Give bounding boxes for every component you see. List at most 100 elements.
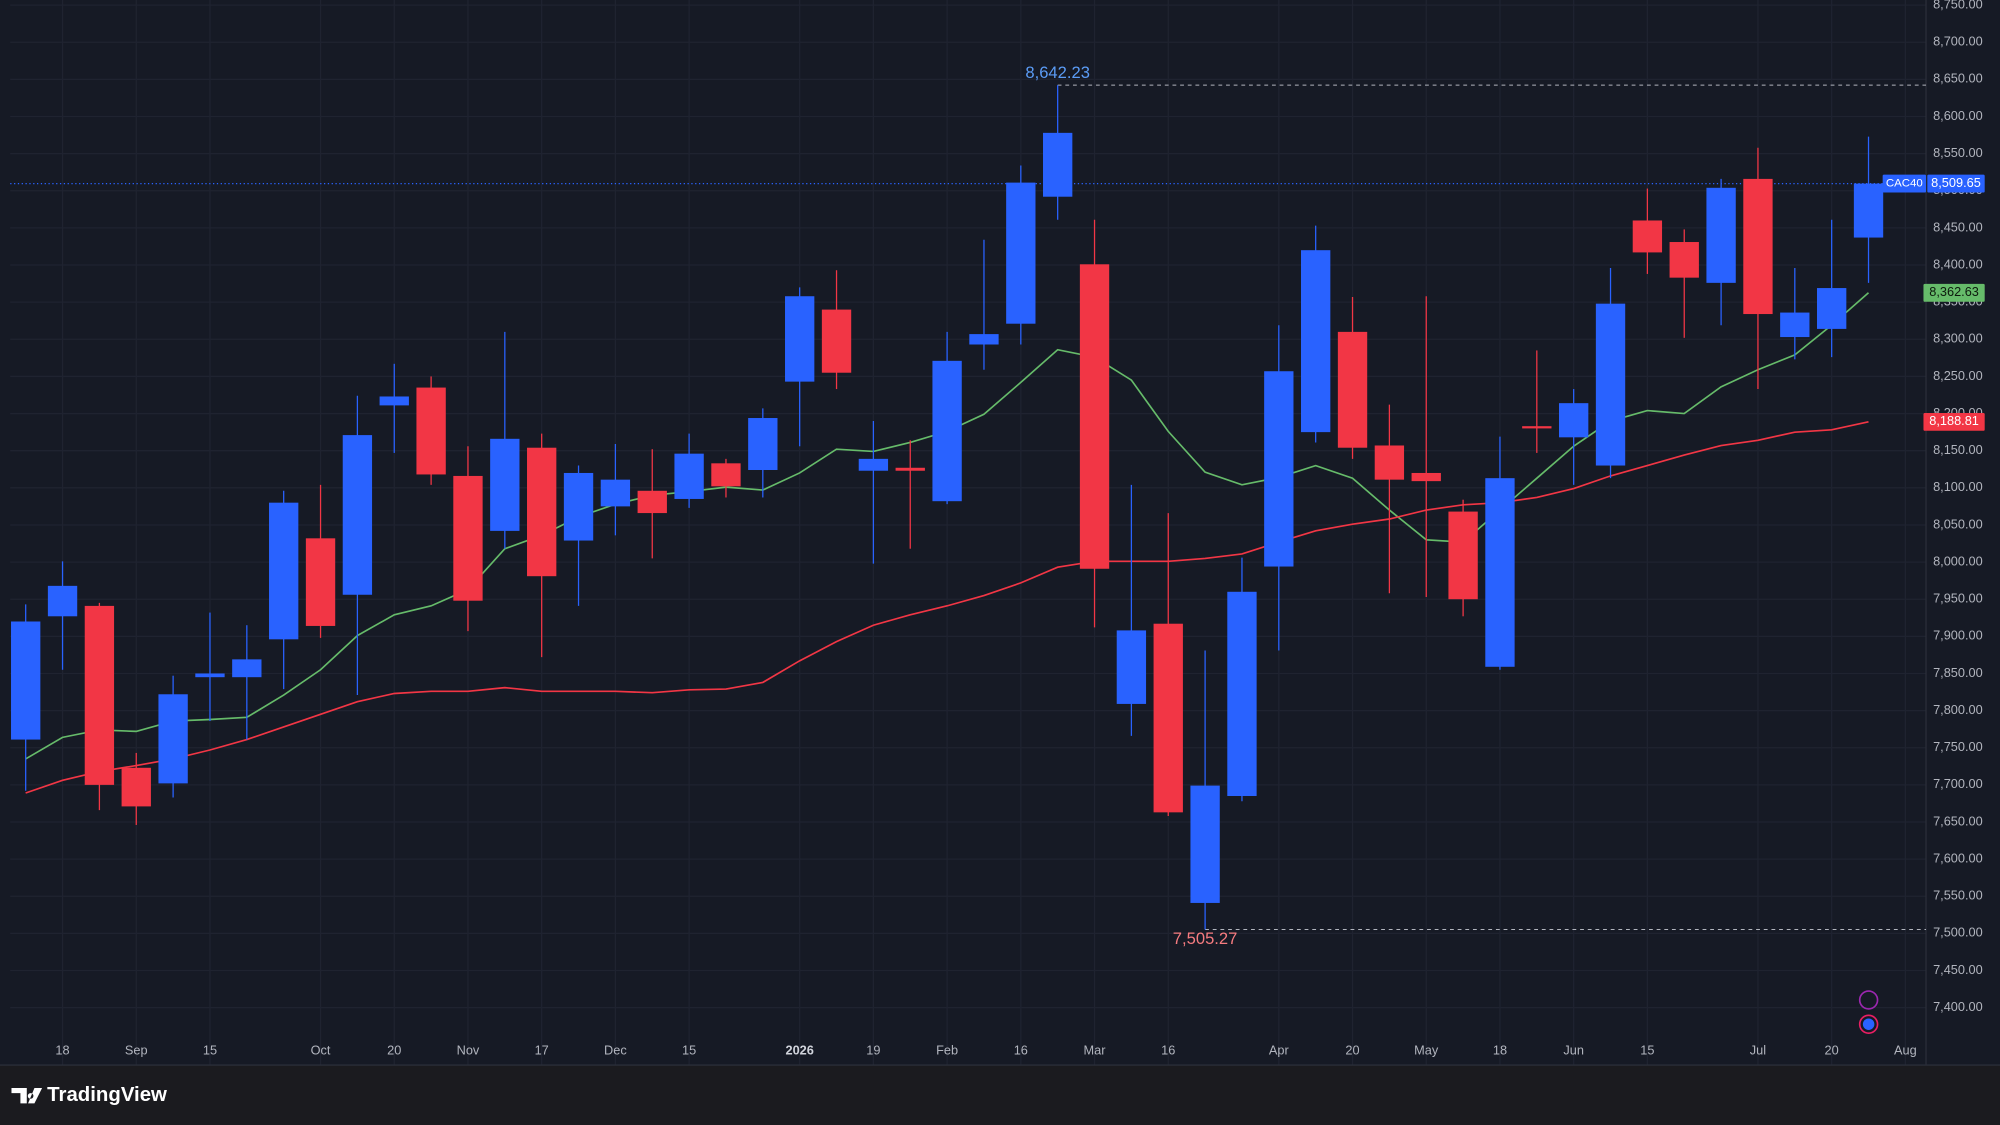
- candle-body: [1227, 591, 1257, 797]
- x-tick-label: Sep: [125, 1042, 148, 1057]
- x-tick-label: May: [1414, 1042, 1439, 1057]
- candle-body: [1006, 182, 1036, 324]
- x-tick-label: Nov: [457, 1042, 480, 1057]
- x-tick-label: Apr: [1269, 1042, 1290, 1057]
- candle-body: [785, 296, 815, 382]
- x-tick-label: Feb: [936, 1042, 958, 1057]
- x-tick-label: 15: [682, 1042, 696, 1057]
- y-tick-label: 8,300.00: [1933, 331, 1983, 346]
- high-annotation: 8,642.23: [1025, 63, 1090, 82]
- y-tick-label: 7,450.00: [1933, 962, 1983, 977]
- y-tick-label: 8,650.00: [1933, 71, 1983, 86]
- y-tick-label: 7,550.00: [1933, 888, 1983, 903]
- low-annotation: 7,505.27: [1173, 929, 1238, 948]
- candle-body: [1337, 331, 1368, 448]
- candle-body: [674, 453, 704, 499]
- x-tick-label: 17: [535, 1042, 549, 1057]
- candle-body: [1153, 623, 1183, 813]
- candle-body: [1374, 445, 1405, 480]
- candle-body: [711, 463, 741, 487]
- candle-body: [47, 585, 78, 617]
- y-tick-label: 7,400.00: [1933, 999, 1983, 1014]
- y-tick-label: 7,950.00: [1933, 591, 1983, 606]
- icon[interactable]: [1858, 990, 1879, 1010]
- candle-body: [1743, 178, 1773, 315]
- candle-body: [969, 334, 999, 345]
- x-tick-label: Mar: [1084, 1042, 1107, 1057]
- y-tick-label: 8,450.00: [1933, 219, 1983, 234]
- y-tick-label: 7,800.00: [1933, 702, 1983, 717]
- candle-body: [1190, 785, 1220, 903]
- x-tick-label: 18: [55, 1042, 69, 1057]
- icon[interactable]: [1858, 1014, 1879, 1034]
- symbol-label: CAC40: [1886, 178, 1923, 190]
- y-tick-label: 7,500.00: [1933, 925, 1983, 940]
- candle-body: [1116, 630, 1147, 704]
- candle-body: [1301, 250, 1331, 433]
- candle-body: [1448, 511, 1478, 600]
- y-tick-label: 8,150.00: [1933, 442, 1983, 457]
- y-tick-label: 7,750.00: [1933, 739, 1983, 754]
- y-tick-label: 7,600.00: [1933, 851, 1983, 866]
- ma-label: 8,188.81: [1929, 413, 1979, 428]
- candle-body: [1853, 183, 1884, 238]
- price-tag: [1927, 174, 1985, 193]
- symbol-tag: [1882, 174, 1927, 193]
- candle-body: [1816, 288, 1847, 329]
- y-tick-label: 8,100.00: [1933, 479, 1983, 494]
- ma-label: 8,362.63: [1929, 284, 1979, 299]
- x-tick-label: Dec: [604, 1042, 627, 1057]
- candle-body: [600, 479, 631, 507]
- candle-body: [11, 621, 41, 740]
- x-tick-label: 20: [387, 1042, 401, 1057]
- x-tick-label: Aug: [1894, 1042, 1917, 1057]
- y-tick-label: 8,050.00: [1933, 516, 1983, 531]
- y-tick-label: 8,250.00: [1933, 368, 1983, 383]
- logo-icon: [11, 1088, 43, 1104]
- brand: TradingView: [47, 1084, 167, 1106]
- candle-body: [416, 387, 446, 475]
- candle-body: [1264, 371, 1294, 567]
- x-tick-label: 16: [1161, 1042, 1175, 1057]
- candle-body: [858, 458, 889, 471]
- candle-body: [563, 472, 594, 541]
- x-tick-label: 20: [1345, 1042, 1359, 1057]
- candle-body: [1079, 264, 1110, 569]
- candle-body: [932, 360, 962, 502]
- y-tick-label: 8,000.00: [1933, 553, 1983, 568]
- candle-body: [342, 435, 373, 595]
- y-tick-label: 7,900.00: [1933, 628, 1983, 643]
- y-tick-label: 8,700.00: [1933, 34, 1983, 49]
- ma-tag: [1923, 283, 1985, 302]
- x-tick-label: 15: [203, 1042, 217, 1057]
- candle-body: [895, 467, 925, 471]
- footer: [0, 1065, 2000, 1125]
- icon[interactable]: [1862, 1018, 1875, 1030]
- x-tick-label: 20: [1825, 1042, 1839, 1057]
- candle-body: [232, 659, 262, 678]
- candle-body: [84, 605, 115, 785]
- logo: TradingView: [11, 1084, 167, 1106]
- toolbar-icons[interactable]: [1858, 990, 1879, 1034]
- candle-body: [195, 673, 225, 678]
- candle-body: [453, 475, 483, 601]
- y-tick-label: 7,850.00: [1933, 665, 1983, 680]
- candle-body: [121, 767, 151, 807]
- candle-body: [1780, 312, 1810, 338]
- candle-body: [1595, 303, 1626, 466]
- x-tick-label: 19: [866, 1042, 880, 1057]
- candle-body: [379, 396, 409, 406]
- y-tick-label: 7,650.00: [1933, 813, 1983, 828]
- y-tick-label: 8,750.00: [1933, 0, 1983, 11]
- y-tick-label: 8,600.00: [1933, 108, 1983, 123]
- candle-body: [1485, 478, 1515, 667]
- x-tick-label: 16: [1014, 1042, 1028, 1057]
- candle-body: [637, 490, 667, 514]
- y-tick-label: 8,400.00: [1933, 256, 1983, 271]
- x-tick-label: Jul: [1750, 1042, 1766, 1057]
- candle-body: [490, 438, 520, 531]
- ma-tag: [1923, 412, 1985, 431]
- candle-body: [527, 447, 557, 577]
